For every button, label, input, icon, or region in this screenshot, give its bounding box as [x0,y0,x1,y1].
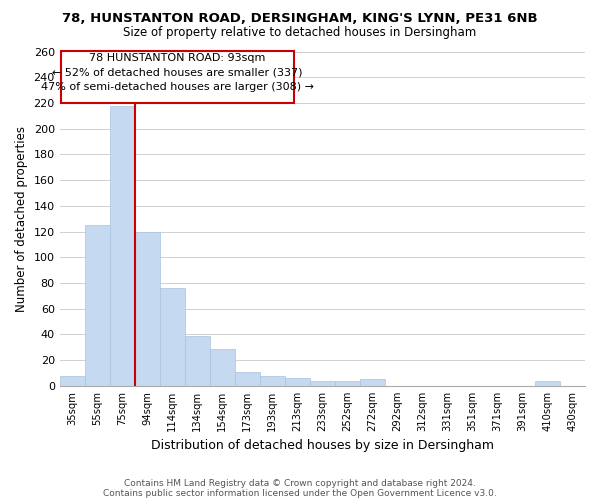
Text: Size of property relative to detached houses in Dersingham: Size of property relative to detached ho… [124,26,476,39]
Bar [285,378,310,386]
Bar [160,288,185,386]
Bar [85,225,110,386]
Y-axis label: Number of detached properties: Number of detached properties [15,126,28,312]
Text: 78 HUNSTANTON ROAD: 93sqm
← 52% of detached houses are smaller (337)
47% of semi: 78 HUNSTANTON ROAD: 93sqm ← 52% of detac… [41,53,314,92]
Bar [535,381,560,386]
Bar [360,380,385,386]
Bar [185,336,210,386]
Bar [260,376,285,386]
Bar [59,376,85,386]
Bar [310,381,335,386]
Text: Contains public sector information licensed under the Open Government Licence v3: Contains public sector information licen… [103,488,497,498]
Bar [61,52,293,103]
Bar [335,381,360,386]
Bar [135,232,160,386]
Bar [235,372,260,386]
Text: Contains HM Land Registry data © Crown copyright and database right 2024.: Contains HM Land Registry data © Crown c… [124,478,476,488]
Bar [210,348,235,386]
X-axis label: Distribution of detached houses by size in Dersingham: Distribution of detached houses by size … [151,440,494,452]
Bar [110,106,135,386]
Text: 78, HUNSTANTON ROAD, DERSINGHAM, KING'S LYNN, PE31 6NB: 78, HUNSTANTON ROAD, DERSINGHAM, KING'S … [62,12,538,26]
